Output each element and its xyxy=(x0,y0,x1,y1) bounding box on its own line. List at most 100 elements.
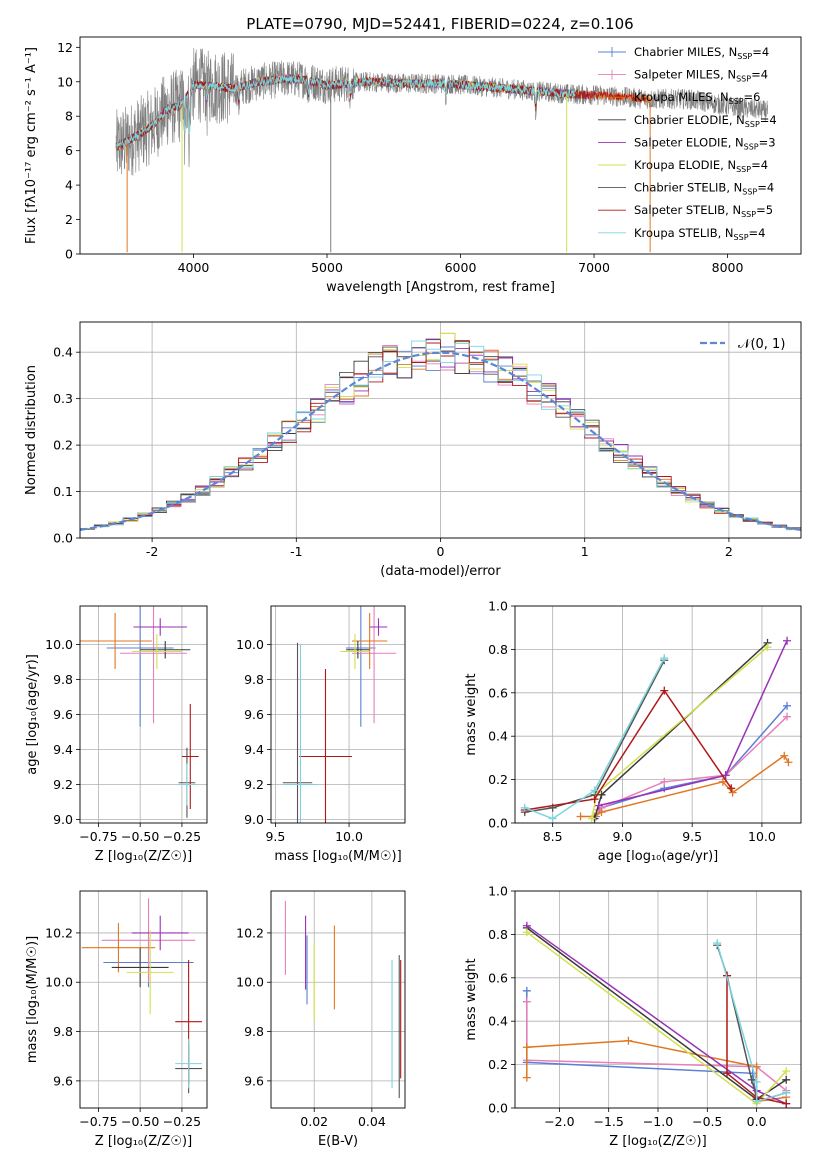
y-tick-label: 0.8 xyxy=(488,642,508,657)
legend-residuals: 𝒩(0, 1) xyxy=(700,337,785,352)
weight-marker xyxy=(660,777,669,786)
legend-label: Kroupa MILES, NSSP=6 xyxy=(634,90,761,106)
x-axis-label: (data-model)/error xyxy=(380,564,501,579)
weight-marker xyxy=(590,786,599,795)
errorbar-kroupa-miles xyxy=(80,613,152,669)
y-axis-label: mass weight xyxy=(464,958,479,1040)
weight-marker xyxy=(752,1077,761,1086)
weight-marker xyxy=(522,986,531,995)
y-axis-label: mass [log₁₀(M/M☉)] xyxy=(25,936,40,1063)
y-tick-label: 10.2 xyxy=(236,925,264,940)
errorbar-chabrier-miles xyxy=(106,606,174,727)
y-tick-label: 0.3 xyxy=(53,391,73,406)
x-tick-label: -2 xyxy=(146,544,158,559)
weight-marker xyxy=(782,1088,791,1097)
legend-label: Chabrier STELIB, NSSP=4 xyxy=(634,181,774,197)
weight-marker xyxy=(660,654,669,663)
errorbar-salpeter-miles xyxy=(101,898,196,983)
observed-spectrum xyxy=(115,47,768,176)
x-tick-label: −0.25 xyxy=(163,829,201,844)
y-tick-label: 10.0 xyxy=(236,637,264,652)
y-tick-label: 10 xyxy=(57,74,73,89)
weight-marker xyxy=(522,1043,531,1052)
axes-frame-age_weight xyxy=(514,605,802,824)
errorbar-chabrier-elodie xyxy=(346,641,370,659)
panel-Z_mass: −0.75 −0.50 −0.25 9.6 9.8 10.0 10.2 Z [log₁₀(Z/… xyxy=(25,890,208,1149)
weight-marker xyxy=(522,1073,531,1082)
weight-marker xyxy=(594,801,603,810)
weight-marker xyxy=(587,814,596,823)
y-tick-label: 9.6 xyxy=(53,1073,73,1088)
axes-frame-Z_weight xyxy=(514,890,802,1109)
legend-spectrum: Chabrier MILES, NSSP=4 Salpeter MILES, NS… xyxy=(598,45,777,242)
y-tick-label: 0.0 xyxy=(488,1101,508,1116)
x-tick-label: 0.0 xyxy=(747,1114,767,1129)
y-tick-label: 9.6 xyxy=(53,707,73,722)
axes-frame-residuals xyxy=(79,321,802,539)
normal-curve xyxy=(80,351,801,531)
x-tick-label: -1 xyxy=(290,544,302,559)
y-tick-label: 0.0 xyxy=(488,816,508,831)
x-tick-label: 8.5 xyxy=(543,829,563,844)
legend-label: Salpeter MILES, NSSP=4 xyxy=(634,68,768,84)
panel-Z_weight: −2.0 −1.5 −1.0 −0.5 0.0 0.0 0.2 0.4 0.6 0.8 1.0 Z [… xyxy=(464,884,802,1149)
errorbar-chabrier-elodie xyxy=(140,641,191,659)
errorbar-salpeter-miles xyxy=(351,606,397,724)
weight-marker xyxy=(783,712,792,721)
axes-frame-Z_age xyxy=(79,605,208,824)
y-tick-label: 0 xyxy=(65,247,73,262)
y-tick-label: 0.4 xyxy=(488,729,508,744)
y-tick-label: 0.1 xyxy=(53,484,73,499)
plot-area-Z_mass xyxy=(81,898,202,1094)
figure-title: PLATE=0790, MJD=52441, FIBERID=0224, z=0… xyxy=(246,15,633,33)
legend-label: Kroupa STELIB, NSSP=4 xyxy=(634,226,765,242)
x-tick-label: −0.5 xyxy=(692,1114,722,1129)
legend-label: Kroupa ELODIE, NSSP=4 xyxy=(634,158,768,174)
errorbar-kroupa-miles xyxy=(351,613,388,669)
x-axis-label: age [log₁₀(age/yr)] xyxy=(598,849,719,864)
y-tick-label: 1.0 xyxy=(488,884,508,899)
weight-marker xyxy=(576,812,585,821)
panel-spectrum: 4000 5000 6000 7000 8000 0 2 4 6 8 10 12 wavelength … xyxy=(24,36,802,295)
weight-marker xyxy=(783,701,792,710)
x-tick-label: −0.25 xyxy=(163,1114,201,1129)
panel-Z_age: −0.75 −0.50 −0.25 9.0 9.2 9.4 9.6 9.8 10.0 Z [log… xyxy=(25,605,208,864)
x-tick-label: 6000 xyxy=(445,260,477,275)
x-tick-label: 5000 xyxy=(311,260,343,275)
y-tick-label: 0.4 xyxy=(488,1014,508,1029)
legend-label: Chabrier ELODIE, NSSP=4 xyxy=(634,113,777,129)
x-tick-label: −0.50 xyxy=(121,829,159,844)
x-axis-label: Z [log₁₀(Z/Z☉)] xyxy=(609,1134,706,1149)
errorbar-chabrier-elodie xyxy=(111,947,169,988)
weight-marker xyxy=(747,1075,756,1084)
weight-marker xyxy=(782,1067,791,1076)
plot-area-Z_age xyxy=(80,606,199,818)
y-tick-label: 9.8 xyxy=(244,1024,264,1039)
y-tick-label: 0.6 xyxy=(488,970,508,985)
x-tick-label: 0 xyxy=(437,544,445,559)
y-tick-label: 1.0 xyxy=(488,599,508,614)
weight-marker xyxy=(548,814,557,823)
weight-marker xyxy=(522,928,531,937)
axes-frame-spectrum xyxy=(79,36,802,255)
weight-marker xyxy=(718,777,727,786)
errorbar-chabrier-stelib xyxy=(282,642,313,823)
weight-marker xyxy=(723,1069,732,1078)
x-tick-label: 2 xyxy=(725,544,733,559)
plot-area-age_weight xyxy=(520,636,793,823)
x-tick-label: −1.5 xyxy=(594,1114,624,1129)
errorbar-chabrier-miles xyxy=(346,606,376,727)
y-tick-label: 9.2 xyxy=(53,777,73,792)
y-tick-label: 10.2 xyxy=(45,925,73,940)
y-tick-label: 2 xyxy=(65,212,73,227)
weight-line-salpeter-stelib xyxy=(726,975,787,1105)
errorbar-kroupa-stelib xyxy=(282,644,319,823)
x-tick-label: 10.0 xyxy=(335,829,363,844)
weight-marker xyxy=(624,1036,633,1045)
y-tick-label: 9.4 xyxy=(53,742,73,757)
y-axis-label: mass weight xyxy=(464,673,479,755)
weight-marker xyxy=(783,636,792,645)
y-axis-label: age [log₁₀(age/yr)] xyxy=(25,654,40,775)
errorbar-kroupa-miles xyxy=(81,923,156,973)
